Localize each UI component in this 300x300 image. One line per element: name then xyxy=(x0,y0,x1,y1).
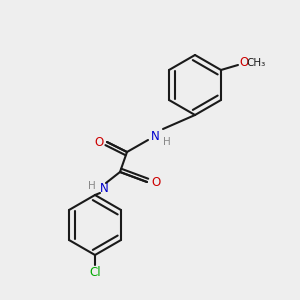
Text: O: O xyxy=(152,176,160,188)
Text: O: O xyxy=(94,136,103,148)
Text: O: O xyxy=(239,56,249,70)
Text: N: N xyxy=(151,130,159,143)
Text: Cl: Cl xyxy=(89,266,101,278)
Text: CH₃: CH₃ xyxy=(246,58,266,68)
Text: N: N xyxy=(100,182,108,196)
Text: H: H xyxy=(163,137,171,147)
Text: H: H xyxy=(88,181,96,191)
